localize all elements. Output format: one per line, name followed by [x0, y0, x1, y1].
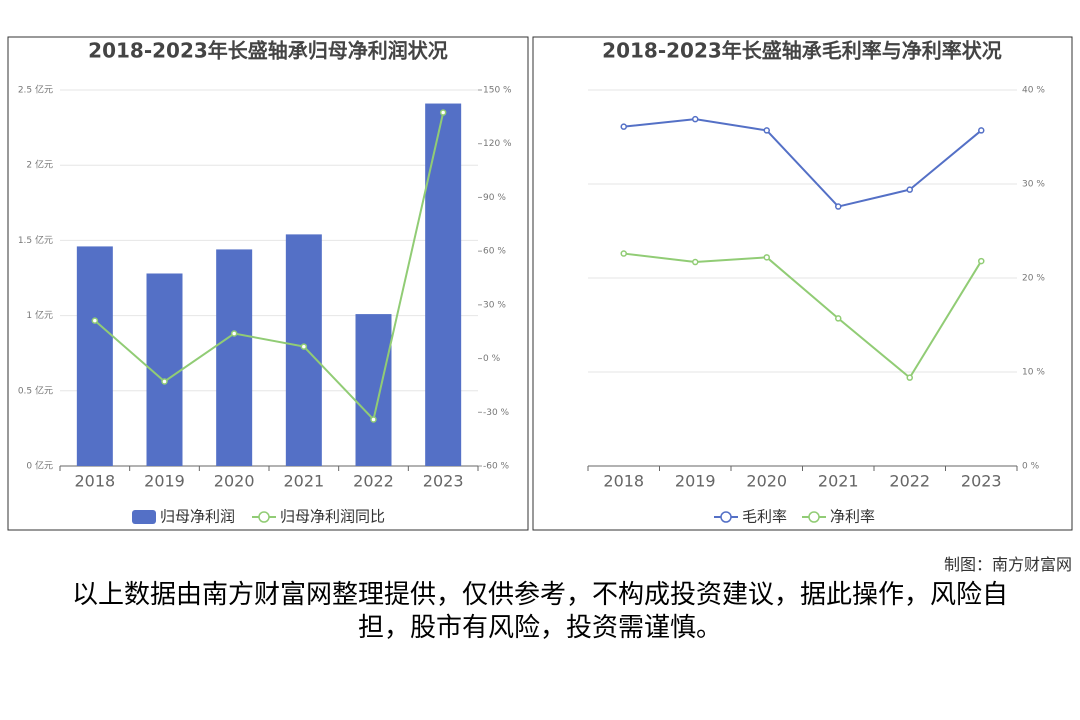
chart-title: 2018-2023年长盛轴承毛利率与净利率状况 — [602, 39, 1002, 63]
legend-marker — [258, 511, 270, 523]
x-tick-label: 2018 — [74, 472, 115, 491]
point — [620, 123, 627, 130]
chart-title: 2018-2023年长盛轴承归母净利润状况 — [88, 39, 448, 63]
x-tick-label: 2022 — [889, 472, 930, 491]
y-tick-label: 40 % — [1022, 86, 1045, 96]
y-tick-label: 1.5 亿元 — [18, 234, 53, 246]
y2-tick-label: 120 % — [483, 139, 512, 149]
y-tick-label: 20 % — [1022, 274, 1045, 284]
y-tick-label: 1 亿元 — [26, 309, 53, 321]
bar — [425, 103, 462, 466]
point — [692, 115, 699, 123]
y-tick-label: 10 % — [1022, 368, 1045, 378]
y2-tick-label: -30 % — [483, 408, 510, 418]
line — [94, 112, 445, 422]
point — [835, 203, 842, 210]
legend-marker — [808, 511, 820, 523]
charts: 2018-2023年长盛轴承归母净利润状况 0 亿元 0.5 亿元 1 亿元 1.5 亿… — [7, 36, 1073, 531]
x-tick-label: 2022 — [353, 472, 394, 491]
y2-tick-label: 90 % — [483, 193, 506, 203]
point — [906, 186, 913, 193]
point — [161, 378, 168, 385]
point — [300, 343, 308, 350]
point — [230, 330, 238, 337]
x-tick-label: 2023 — [423, 472, 464, 491]
legend-label: 归母净利润同比 — [280, 508, 385, 526]
y-tick-label: 2 亿元 — [26, 159, 53, 171]
legend-marker — [720, 511, 732, 523]
y-tick-label: 0 亿元 — [26, 460, 53, 472]
panel — [532, 36, 1073, 531]
line — [623, 252, 983, 380]
point — [978, 127, 985, 134]
point — [620, 250, 627, 257]
y2-tick-label: 30 % — [483, 300, 506, 310]
point — [763, 127, 770, 134]
x-tick-label: 2020 — [746, 472, 787, 491]
point — [906, 374, 913, 381]
bar — [355, 314, 392, 466]
x-tick-label: 2019 — [675, 472, 716, 491]
bar — [216, 249, 253, 466]
y-tick-label: 0 % — [1022, 462, 1040, 472]
bar — [76, 246, 113, 466]
point — [835, 315, 842, 322]
y2-tick-label: -60 % — [483, 462, 510, 472]
x-tick-label: 2019 — [144, 472, 185, 491]
point — [692, 258, 699, 266]
y2-tick-label: 60 % — [483, 247, 506, 257]
point — [439, 109, 447, 116]
x-tick-label: 2021 — [283, 472, 324, 491]
legend-swatch — [132, 510, 156, 524]
point — [763, 254, 770, 261]
y-tick-label: 30 % — [1022, 180, 1045, 190]
y2-tick-label: 150 % — [483, 86, 512, 96]
disclaimer: 以上数据由南方财富网整理提供，仅供参考，不构成投资建议，据此操作，风险自担，股市… — [71, 580, 1008, 643]
y-tick-label: 2.5 亿元 — [18, 84, 53, 96]
point — [91, 317, 99, 324]
line — [623, 118, 982, 208]
x-tick-label: 2023 — [961, 472, 1002, 491]
panel — [7, 36, 529, 531]
legend-label: 净利率 — [830, 508, 875, 526]
x-tick-label: 2018 — [603, 472, 644, 491]
legend-label: 毛利率 — [742, 508, 787, 526]
legend-label: 归母净利润 — [160, 508, 235, 526]
x-tick-label: 2021 — [818, 472, 859, 491]
point — [978, 257, 985, 265]
y2-tick-label: 0 % — [483, 354, 501, 364]
point — [370, 416, 377, 423]
credit: 制图：南方财富网 — [943, 555, 1072, 574]
bar — [285, 234, 322, 466]
y-tick-label: 0.5 亿元 — [18, 384, 53, 396]
x-tick-label: 2020 — [214, 472, 255, 491]
